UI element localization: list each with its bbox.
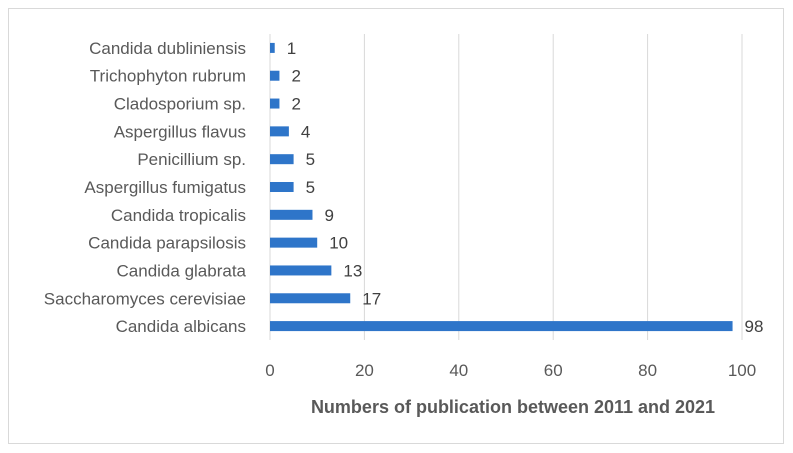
data-label: 5 bbox=[306, 178, 315, 197]
bar bbox=[270, 209, 313, 220]
bars bbox=[270, 42, 733, 332]
data-label: 4 bbox=[301, 122, 310, 141]
bar bbox=[270, 42, 275, 53]
x-tick-labels: 0 20 40 60 80 100 bbox=[265, 361, 756, 380]
chart-frame bbox=[8, 8, 784, 444]
category-label: Candida albicans bbox=[116, 317, 246, 336]
data-label: 10 bbox=[329, 234, 348, 253]
data-label: 5 bbox=[306, 150, 315, 169]
data-label: 1 bbox=[287, 39, 296, 58]
bar bbox=[270, 237, 318, 248]
category-label: Aspergillus fumigatus bbox=[84, 178, 246, 197]
category-label: Aspergillus flavus bbox=[114, 122, 246, 141]
category-label: Penicillium sp. bbox=[137, 150, 246, 169]
bar bbox=[270, 182, 294, 192]
x-tick-label: 60 bbox=[544, 361, 563, 380]
bar bbox=[270, 98, 280, 109]
bar bbox=[270, 293, 351, 304]
bar bbox=[270, 126, 289, 137]
bar bbox=[270, 154, 294, 165]
data-label: 17 bbox=[362, 289, 381, 308]
category-labels: Candida dubliniensis Trichophyton rubrum C… bbox=[44, 39, 247, 336]
bar bbox=[270, 70, 280, 81]
grid-lines bbox=[269, 34, 743, 340]
category-label: Saccharomyces cerevisiae bbox=[44, 289, 246, 308]
x-tick-label: 20 bbox=[355, 361, 374, 380]
x-tick-label: 40 bbox=[449, 361, 468, 380]
category-label: Cladosporium sp. bbox=[114, 95, 246, 114]
category-label: Candida parapsilosis bbox=[88, 234, 246, 253]
x-tick-label: 0 bbox=[265, 361, 274, 380]
x-tick-label: 100 bbox=[728, 361, 756, 380]
x-axis-title: Numbers of publication between 2011 and … bbox=[311, 397, 715, 417]
data-label: 9 bbox=[324, 206, 333, 225]
data-label: 13 bbox=[343, 261, 362, 280]
category-label: Candida tropicalis bbox=[111, 206, 246, 225]
data-label: 98 bbox=[745, 317, 764, 336]
bar bbox=[270, 321, 733, 332]
bar bbox=[270, 265, 332, 276]
data-label: 2 bbox=[291, 95, 300, 114]
data-label: 2 bbox=[291, 67, 300, 86]
category-label: Trichophyton rubrum bbox=[90, 67, 246, 86]
x-tick-label: 80 bbox=[638, 361, 657, 380]
category-label: Candida glabrata bbox=[117, 261, 247, 280]
category-label: Candida dubliniensis bbox=[89, 39, 246, 58]
